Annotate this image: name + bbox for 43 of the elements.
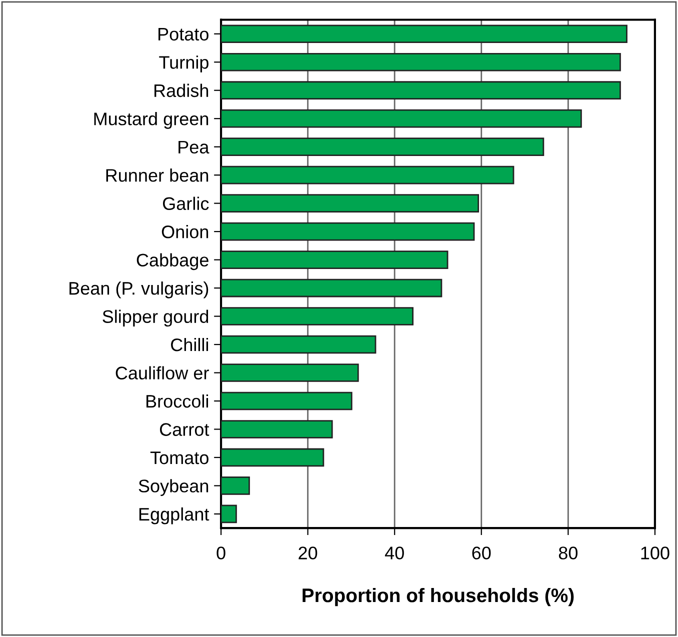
bar: [221, 52, 621, 72]
bar: [221, 138, 544, 156]
bar: [221, 364, 359, 382]
bar: [221, 222, 475, 241]
bar: [221, 250, 448, 269]
x-tick-label: 20: [298, 546, 318, 560]
y-tick-label: Garlic: [162, 196, 209, 210]
bar: [221, 24, 628, 44]
y-tick-label: Onion: [162, 225, 208, 238]
y-tick-label: Carrot: [160, 423, 210, 436]
y-tick-label: Tomato: [150, 452, 208, 464]
y-tick-label: Eggplant: [139, 507, 210, 524]
y-tick-label: Broccoli: [146, 394, 208, 408]
y-tick-label: Cabbage: [136, 253, 208, 270]
bar: [221, 81, 621, 100]
x-axis-title: Proportion of households (%): [302, 588, 574, 606]
y-tick-label: Slipper gourd: [102, 310, 208, 327]
y-tick-label: Potato: [158, 28, 208, 41]
x-tick-label: 80: [558, 546, 578, 560]
bar: [221, 278, 442, 298]
x-tick-label: 60: [472, 546, 491, 560]
bar: [221, 392, 352, 410]
bar: [221, 194, 480, 212]
bar: [221, 109, 582, 128]
y-tick-label: Pea: [178, 140, 210, 154]
y-tick-label: Turnip: [159, 56, 208, 72]
y-tick-label: Soybean: [138, 479, 208, 496]
bar: [221, 335, 376, 354]
y-tick-label: Chilli: [171, 338, 208, 352]
bar: [221, 448, 324, 467]
x-tick-label: 40: [384, 546, 404, 560]
y-tick-label: Radish: [154, 84, 208, 98]
bar: [221, 420, 333, 438]
bar: [221, 307, 414, 326]
y-tick-label: Cauliflow er: [116, 366, 209, 380]
bar: [221, 504, 237, 524]
y-tick-label: Bean (P. vulgaris): [70, 281, 208, 298]
y-tick-label: Runner bean: [106, 168, 208, 182]
bar: [221, 166, 514, 184]
y-tick-label: Mustard green: [94, 112, 208, 129]
x-tick-label: 100: [641, 546, 670, 560]
x-tick-label: 0: [216, 546, 226, 560]
bar: [221, 476, 250, 495]
